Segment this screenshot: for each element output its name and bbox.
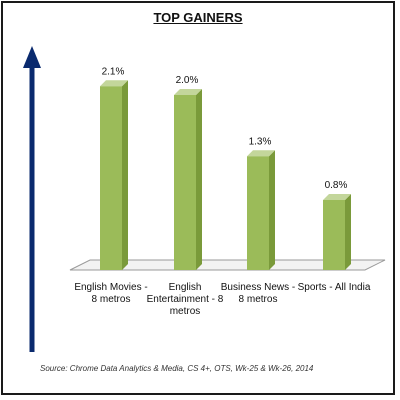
bar: [174, 95, 196, 270]
bar: [100, 86, 122, 270]
chart-title: TOP GAINERS: [153, 10, 243, 25]
bar-side: [196, 89, 202, 270]
bar-top: [323, 194, 351, 200]
category-label: English Entertainment - 8 metros: [146, 282, 224, 317]
bar-top: [247, 150, 275, 157]
category-label: Sports - All India: [297, 282, 371, 293]
bar: [247, 156, 269, 270]
bar-side: [269, 150, 275, 270]
bar-top: [100, 80, 128, 87]
bar-top: [174, 89, 202, 95]
data-label: 0.8%: [325, 180, 348, 191]
bar-side: [122, 80, 128, 270]
category-label: English Movies - 8 metros: [74, 282, 148, 305]
bar: [323, 200, 345, 270]
bar-side: [345, 194, 351, 270]
data-label: 2.0%: [176, 75, 199, 86]
data-label: 1.3%: [249, 136, 272, 147]
category-label: Business News - 8 metros: [220, 282, 296, 305]
data-label: 2.1%: [102, 66, 125, 77]
up-arrow-head: [23, 46, 41, 68]
source-note: Source: Chrome Data Analytics & Media, C…: [40, 364, 314, 373]
